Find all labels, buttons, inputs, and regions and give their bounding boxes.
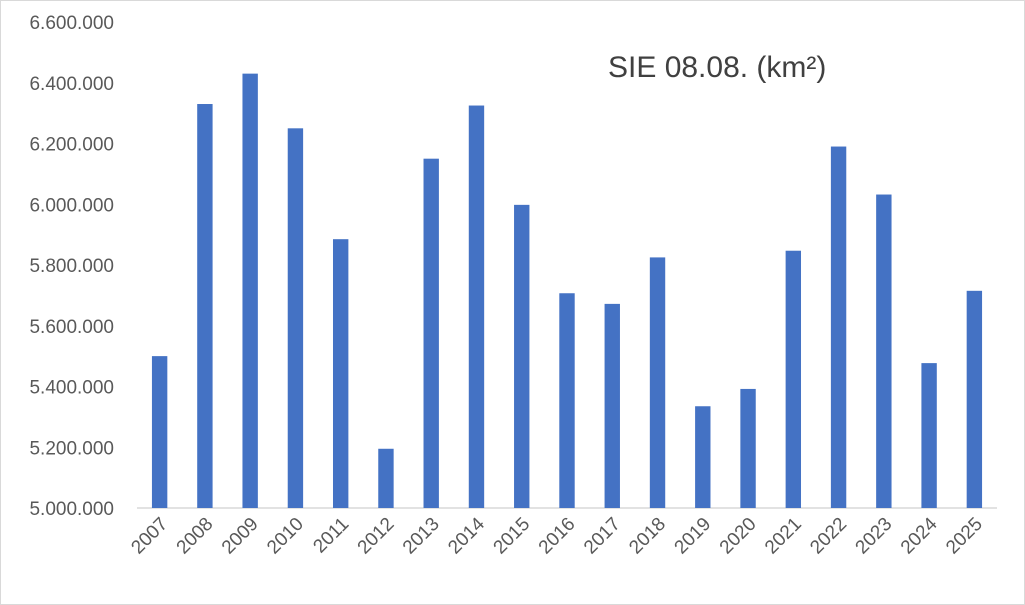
x-tick-label: 2025 [942,514,987,559]
y-tick-label: 5.600.000 [29,317,114,338]
x-tick-label: 2014 [444,513,489,558]
x-tick-label: 2016 [535,514,580,559]
x-tick-label: 2024 [897,513,942,558]
bar-2009 [242,73,258,508]
x-tick-label: 2022 [806,514,851,559]
x-tick-label: 2019 [671,514,716,559]
y-tick-label: 5.000.000 [29,499,114,520]
x-tick-label: 2021 [761,514,806,559]
bar-2018 [649,257,666,508]
bar-2025 [966,290,983,508]
x-tick-label: 2020 [716,514,761,559]
chart-title: SIE 08.08. (km²) [608,51,826,84]
y-tick-label: 6.000.000 [29,195,114,216]
x-tick-label: 2011 [309,514,353,558]
y-tick-label: 5.200.000 [29,438,114,459]
bar-2016 [559,293,575,508]
x-tick-label: 2018 [625,514,670,559]
bar-2007 [151,356,168,508]
bar-2023 [876,194,892,508]
x-tick-label: 2017 [580,514,625,559]
y-tick-label: 5.400.000 [29,378,114,399]
x-tick-label: 2015 [490,514,535,559]
bar-2010 [287,128,304,508]
bar-2017 [604,303,620,508]
y-tick-label: 6.400.000 [29,74,114,95]
y-axis: 5.000.000 5.200.000 5.400.000 5.600.000 5.80… [29,13,114,520]
bars [151,73,983,509]
bar-2015 [514,204,530,509]
bar-2008 [197,104,213,508]
x-tick-label: 2007 [127,514,172,559]
y-tick-label: 5.800.000 [29,256,114,277]
x-tick-label: 2012 [354,514,399,559]
bar-2020 [740,388,756,508]
bar-2014 [468,105,485,508]
bar-2022 [830,146,847,508]
x-tick-label: 2010 [263,514,308,559]
x-tick-label: 2009 [218,514,263,559]
y-tick-label: 6.200.000 [29,135,114,156]
bar-2013 [423,158,439,508]
bar-2019 [695,406,711,508]
x-tick-label: 2023 [852,514,897,559]
bar-2021 [785,250,802,508]
bar-2011 [332,239,349,508]
bar-2024 [921,363,937,508]
y-tick-label: 6.600.000 [29,13,114,34]
bar-2012 [378,448,394,508]
x-tick-label: 2013 [399,514,444,559]
x-tick-label: 2008 [173,514,218,559]
x-axis: 2007 2008 2009 2010 2011 2012 2013 2014 2015 2016… [127,507,997,559]
